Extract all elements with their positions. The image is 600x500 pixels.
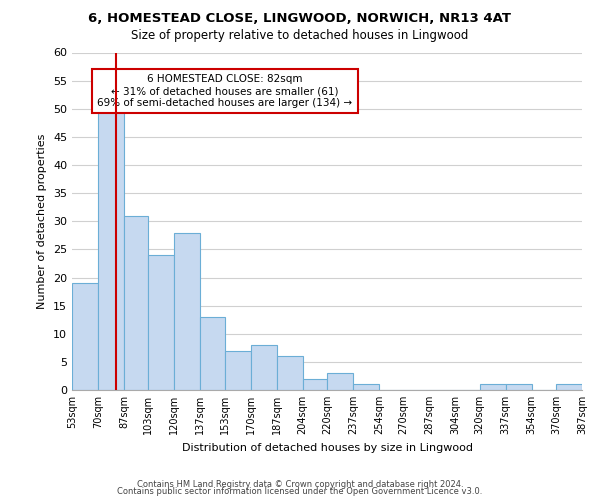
Bar (556, 384, 582, 390)
Text: Size of property relative to detached houses in Lingwood: Size of property relative to detached ho… (131, 29, 469, 42)
Text: 6 HOMESTEAD CLOSE: 82sqm
← 31% of detached houses are smaller (61)
69% of semi-d: 6 HOMESTEAD CLOSE: 82sqm ← 31% of detach… (97, 74, 353, 108)
Bar (506, 384, 532, 390)
Bar (72, 283, 98, 390)
Bar (98, 109, 124, 390)
Bar (353, 384, 379, 390)
Bar (479, 384, 506, 390)
Bar (200, 317, 224, 390)
Bar (251, 345, 277, 390)
Text: Contains HM Land Registry data © Crown copyright and database right 2024.: Contains HM Land Registry data © Crown c… (137, 480, 463, 489)
Bar (327, 373, 353, 390)
Bar (224, 350, 251, 390)
Bar (148, 255, 175, 390)
Bar (175, 232, 200, 390)
Text: Contains public sector information licensed under the Open Government Licence v3: Contains public sector information licen… (118, 488, 482, 496)
Bar (124, 216, 148, 390)
Text: 6, HOMESTEAD CLOSE, LINGWOOD, NORWICH, NR13 4AT: 6, HOMESTEAD CLOSE, LINGWOOD, NORWICH, N… (89, 12, 511, 26)
Bar (302, 379, 327, 390)
Y-axis label: Number of detached properties: Number of detached properties (37, 134, 47, 309)
Bar (277, 356, 302, 390)
X-axis label: Distribution of detached houses by size in Lingwood: Distribution of detached houses by size … (182, 442, 473, 452)
